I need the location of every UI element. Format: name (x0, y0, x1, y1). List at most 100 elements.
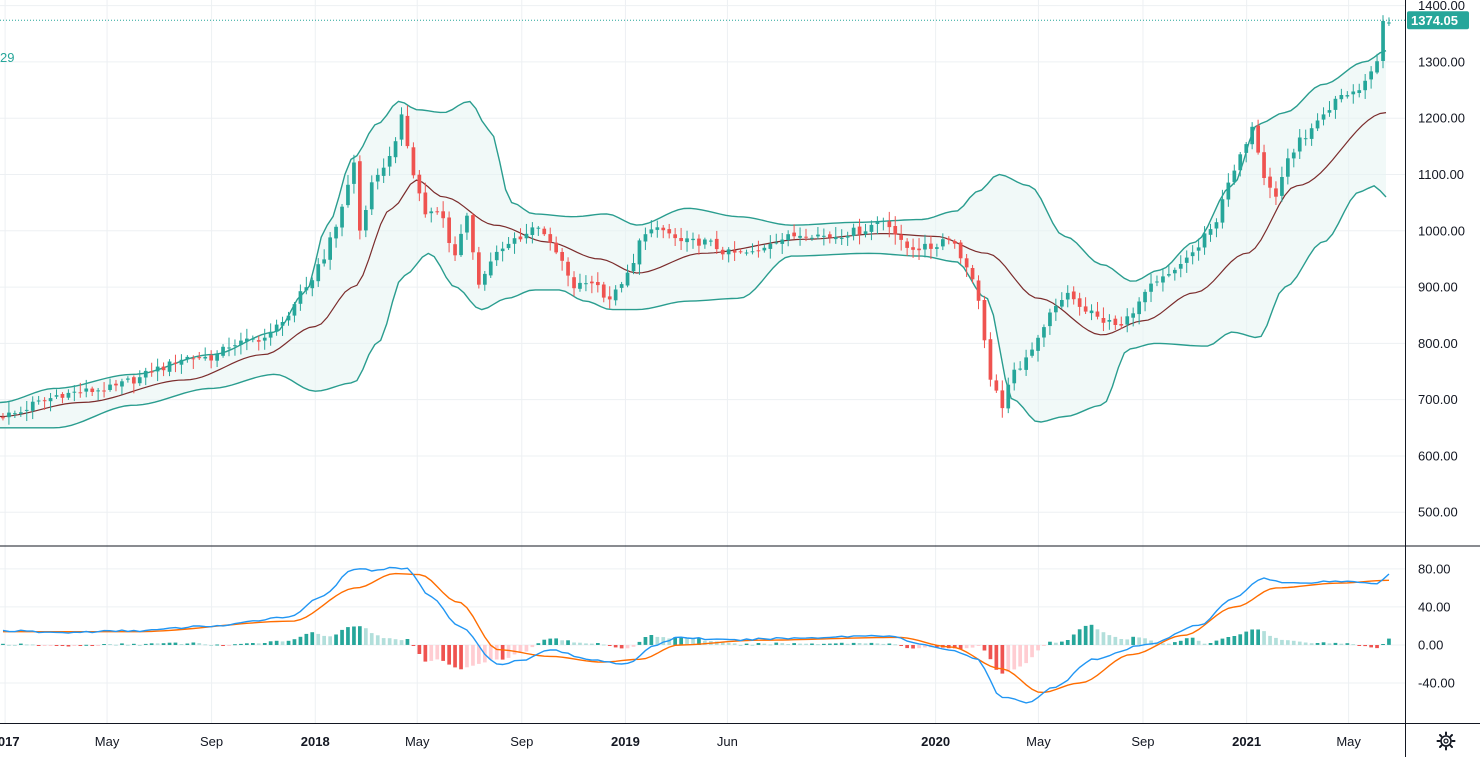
macd-hist-bar (851, 642, 856, 645)
macd-hist-bar (1208, 643, 1213, 645)
lower-band-line (0, 184, 1387, 429)
candle-body (572, 277, 576, 289)
candle-body (1065, 292, 1070, 300)
candle-body (1315, 120, 1320, 129)
macd-hist-bar (685, 638, 689, 645)
macd-hist-bar (251, 643, 255, 645)
candle-body (941, 239, 945, 247)
candle-body (48, 398, 53, 402)
macd-hist-bar (542, 639, 547, 645)
candle-body (417, 174, 422, 194)
macd-hist-bar (816, 644, 820, 646)
macd-hist-bar (679, 637, 683, 645)
candle-body (465, 215, 469, 233)
candle-body (268, 331, 273, 338)
macd-hist-bar (976, 645, 981, 646)
macd-hist-bar (1036, 645, 1040, 651)
candle-body (530, 227, 535, 235)
signal-line (3, 572, 1390, 694)
candle-body (750, 251, 755, 253)
macd-hist-bar (572, 642, 576, 645)
candle-body (1303, 138, 1308, 140)
macd-hist-bar (500, 645, 505, 660)
macd-hist-bar (1250, 629, 1254, 645)
macd-hist-bar (1024, 645, 1028, 664)
candle-body (1060, 300, 1064, 307)
macd-hist-bar (13, 644, 17, 646)
candle-body (1202, 233, 1207, 248)
candle-body (286, 315, 291, 321)
candle-body (441, 211, 445, 219)
macd-lines (2, 566, 1390, 704)
candle-body (596, 282, 600, 286)
candle-body (298, 291, 303, 304)
macd-hist-bar (48, 645, 53, 646)
macd-hist-bar (1190, 637, 1195, 645)
candle-body (137, 377, 142, 384)
macd-hist-bar (114, 644, 118, 646)
macd-hist-bar (833, 643, 838, 645)
candle-body (197, 357, 202, 359)
macd-hist-bar (185, 643, 190, 645)
candle-body (304, 287, 309, 291)
macd-hist-bar (60, 645, 65, 646)
candle-body (988, 339, 993, 380)
macd-hist-bar (1077, 629, 1082, 645)
macd-hist-bar (536, 643, 541, 645)
candle-body (762, 247, 767, 251)
gear-icon[interactable] (1436, 731, 1456, 751)
macd-hist-bar (494, 645, 499, 660)
macd-hist-bar (1262, 631, 1266, 645)
candle-body (768, 243, 773, 249)
macd-hist-bar (149, 643, 154, 645)
macd-hist-bar (869, 642, 874, 645)
candle-body (1, 417, 5, 419)
candle-body (143, 370, 148, 378)
candle-body (566, 261, 570, 276)
candle-body (328, 237, 332, 260)
candle-body (833, 237, 838, 240)
macd-hist-bar (72, 645, 77, 646)
candle-body (393, 141, 398, 158)
macd-hist-bar (429, 645, 434, 661)
macd-hist-bar (828, 643, 832, 645)
macd-hist-bar (1149, 640, 1153, 645)
macd-hist-bar (548, 638, 553, 645)
candle-body (560, 252, 564, 261)
candle-body (96, 390, 100, 392)
macd-hist-bar (643, 637, 648, 645)
macd-hist-bar (381, 638, 386, 645)
macd-hist-bar (726, 642, 731, 645)
candle-body (191, 358, 196, 360)
price-tick-label: 700.00 (1418, 392, 1458, 407)
candle-body (7, 412, 11, 418)
macd-hist-bar (1256, 629, 1260, 645)
price-axis[interactable]: 500.00 600.00 700.00 800.00 900.00 1000.00 110… (1418, 0, 1465, 691)
macd-hist-bar (1018, 645, 1022, 667)
macd-hist-bar (132, 643, 136, 645)
time-tick-label: Sep (1131, 734, 1154, 749)
macd-hist-bar (1238, 634, 1243, 645)
time-axis[interactable]: 2017 May Sep 2018 May Sep 2019 Jun 2020 May Sep 202… (0, 734, 1361, 749)
macd-hist-bar (19, 643, 23, 645)
candle-body (1339, 95, 1344, 100)
candle-body (108, 384, 112, 390)
candle-body (601, 284, 606, 298)
macd-hist-bar (488, 645, 493, 660)
macd-hist-bar (24, 644, 29, 646)
candle-body (964, 258, 969, 268)
candle-body (1113, 318, 1118, 325)
macd-hist-bar (1071, 634, 1076, 645)
legend-fragment: 29 (0, 50, 14, 65)
candle-body (1012, 369, 1017, 384)
candle-body (310, 280, 315, 289)
candle-body (155, 366, 160, 372)
candle-body (387, 156, 392, 167)
macd-hist-bar (703, 640, 707, 645)
candle-body (30, 401, 35, 411)
candle-body (1107, 320, 1112, 322)
macd-hist-bar (988, 645, 993, 660)
candle-body (1387, 22, 1391, 24)
macd-hist-bar (1030, 645, 1034, 658)
